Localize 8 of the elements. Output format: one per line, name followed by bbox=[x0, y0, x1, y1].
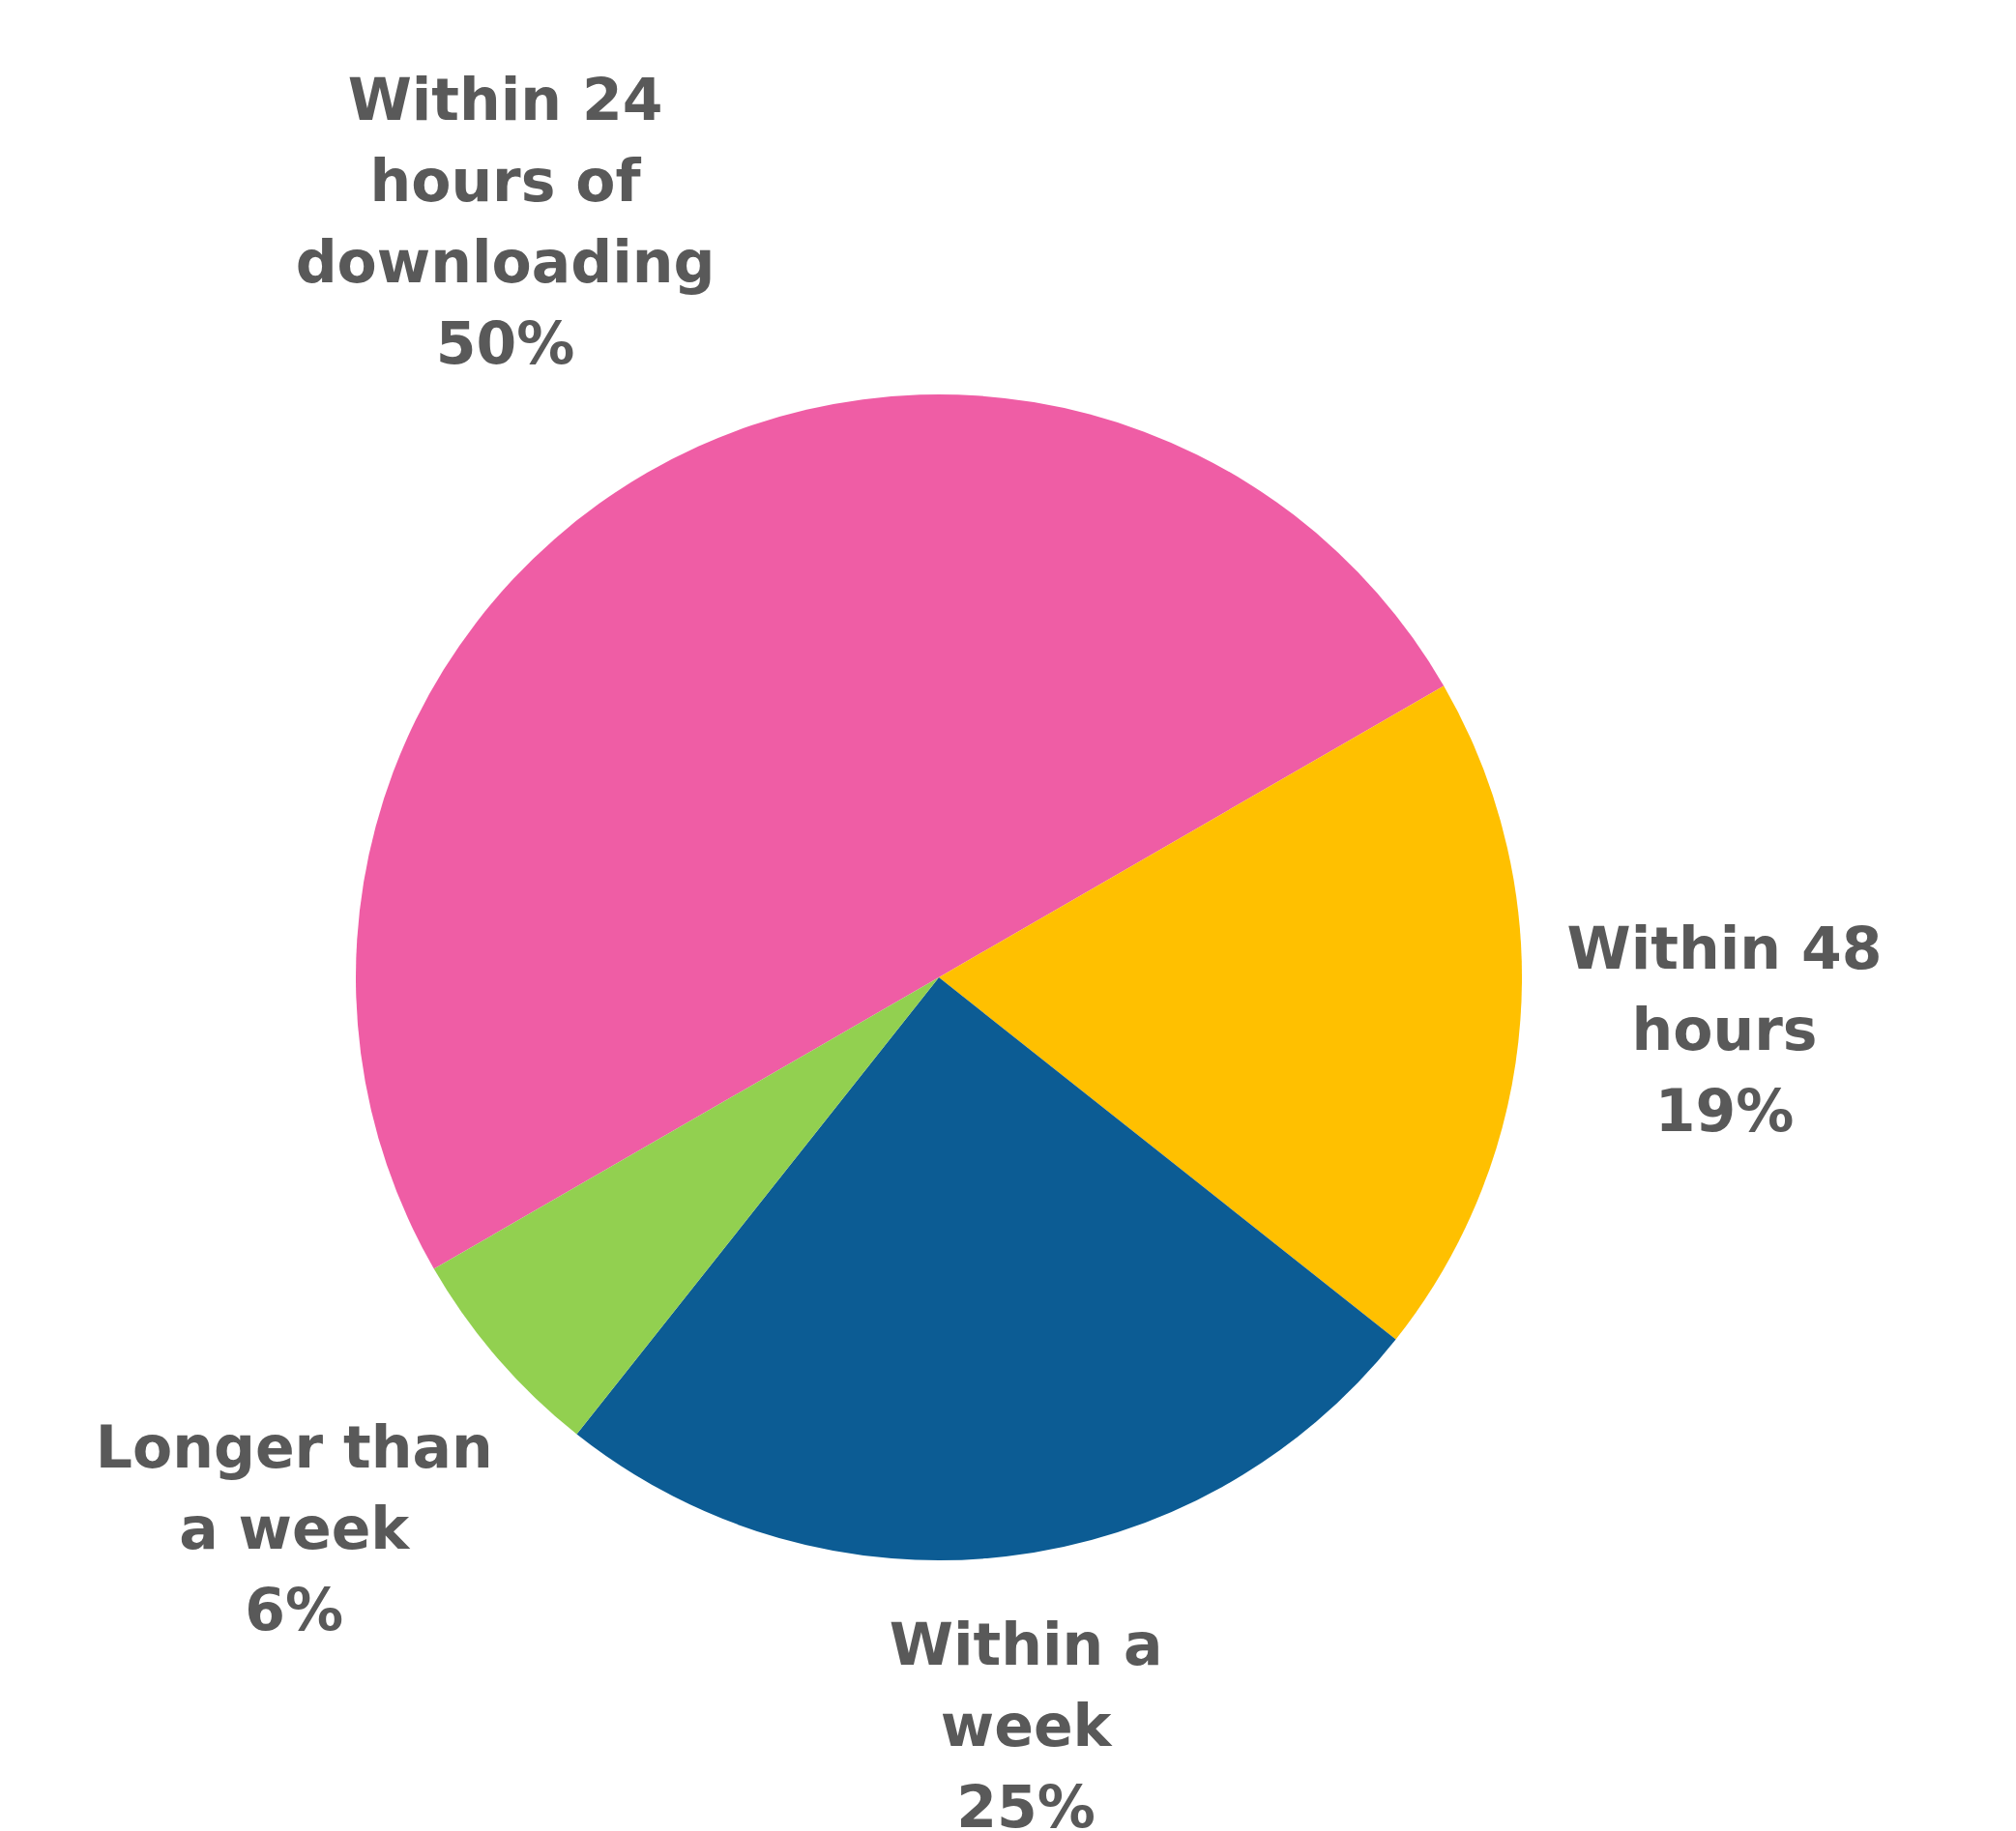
data-label: 6% bbox=[245, 1576, 344, 1644]
data-label: 25% bbox=[956, 1772, 1096, 1831]
slice-label: Within 48 hours bbox=[1566, 915, 1883, 1064]
slice-label: Longer than a week bbox=[95, 1413, 493, 1563]
slice-label: Within a week bbox=[889, 1610, 1163, 1759]
slice-label: Within 24 hours of downloading bbox=[295, 65, 716, 296]
data-label: 50% bbox=[435, 308, 575, 377]
data-label: 19% bbox=[1654, 1077, 1795, 1146]
